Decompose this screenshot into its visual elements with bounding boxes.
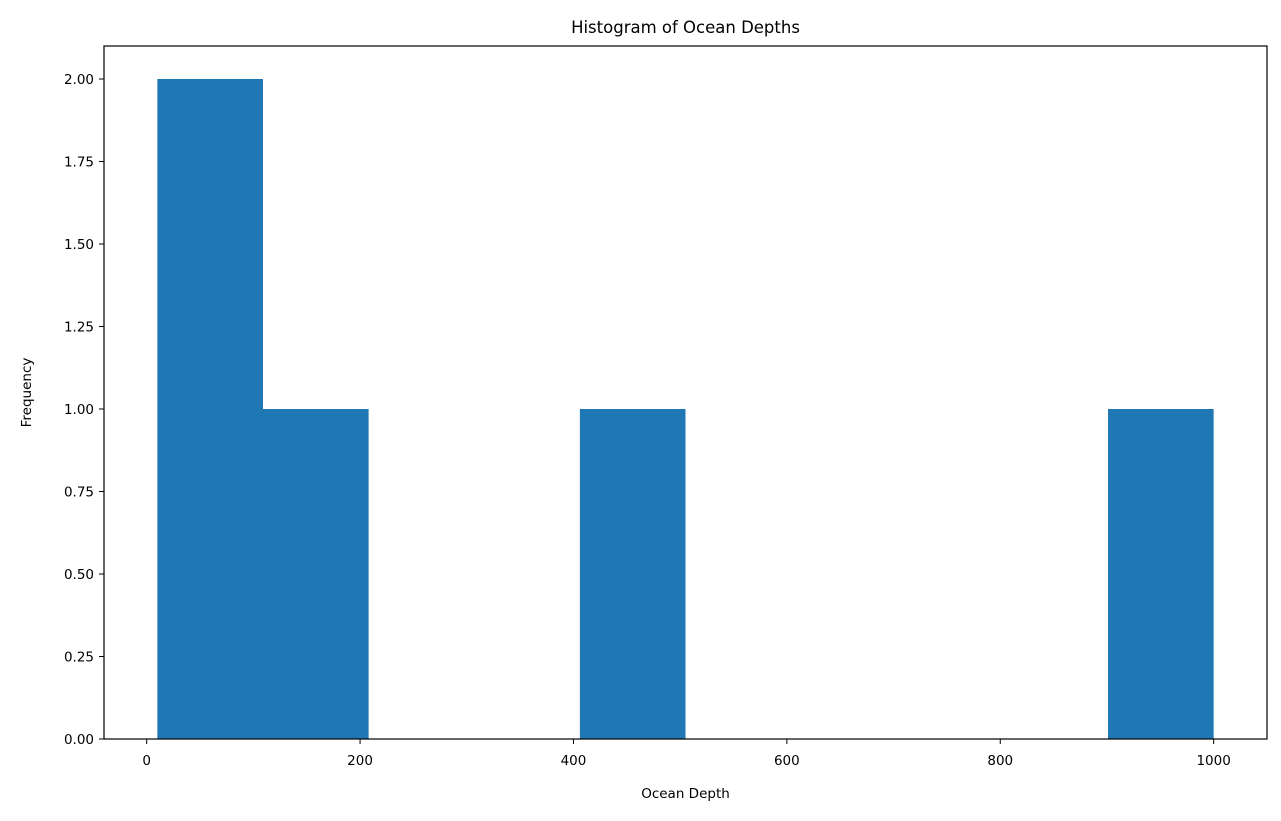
y-tick-label: 0.75	[64, 485, 94, 501]
x-axis-label: Ocean Depth	[641, 786, 730, 802]
x-tick-label: 200	[347, 753, 373, 769]
bars-layer	[157, 79, 1214, 739]
y-tick-label: 0.50	[64, 567, 94, 583]
y-axis-label: Frequency	[19, 358, 35, 428]
y-tick-label: 1.00	[64, 402, 94, 418]
histogram-bar	[579, 409, 686, 739]
y-tick-label: 1.50	[64, 237, 94, 253]
y-axis: 0.00 0.25 0.50 0.75 1.00 1.25 1.50 1.75 2.00	[64, 72, 104, 748]
chart-title: Histogram of Ocean Depths	[571, 18, 800, 37]
plot-frame	[103, 45, 1268, 740]
x-tick-label: 1000	[1196, 753, 1230, 769]
y-tick-label: 1.75	[64, 155, 94, 171]
y-tick-label: 0.00	[64, 732, 94, 748]
y-tick-label: 2.00	[64, 72, 94, 88]
x-tick-label: 600	[774, 753, 800, 769]
x-tick-label: 0	[142, 753, 151, 769]
x-tick-label: 400	[561, 753, 587, 769]
x-axis: 0 200 400 600 800 1000	[142, 739, 1231, 769]
histogram-bar	[262, 409, 369, 739]
y-tick-label: 0.25	[64, 650, 94, 666]
x-tick-label: 800	[987, 753, 1013, 769]
y-tick-label: 1.25	[64, 320, 94, 336]
histogram-bar	[157, 79, 263, 739]
histogram-bar	[1108, 409, 1214, 739]
